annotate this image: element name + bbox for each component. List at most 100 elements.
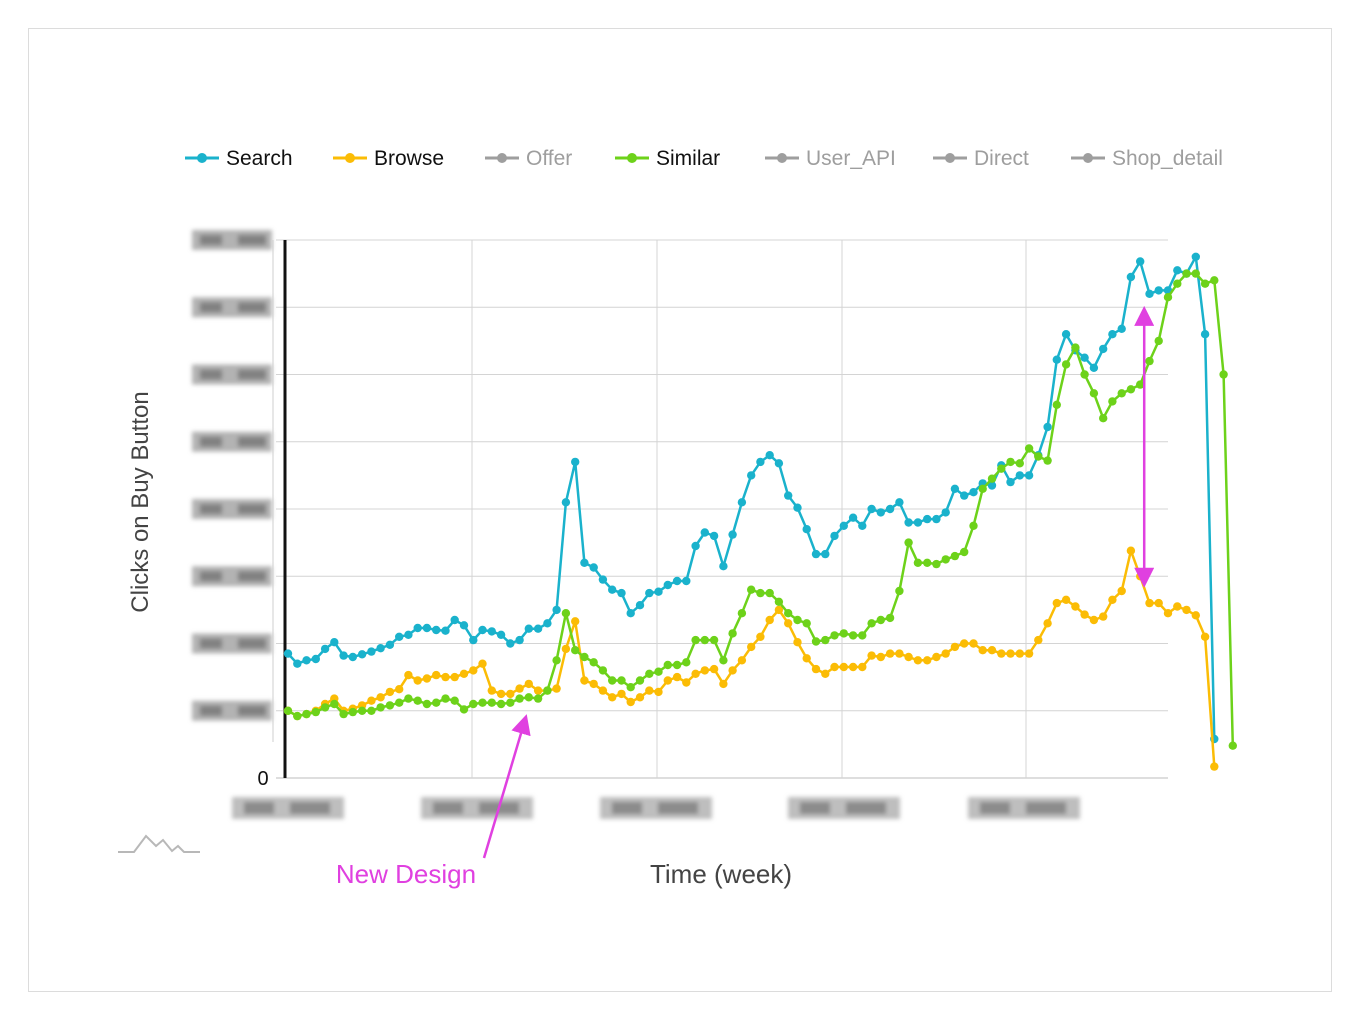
redaction-block bbox=[244, 802, 274, 814]
data-point-search bbox=[608, 585, 617, 594]
legend-item-similar: Similar bbox=[615, 147, 720, 170]
redaction-block bbox=[980, 802, 1010, 814]
data-point-similar bbox=[1126, 385, 1136, 394]
data-point-browse bbox=[626, 697, 635, 707]
data-point-browse bbox=[645, 686, 654, 695]
redaction-block bbox=[658, 802, 698, 814]
legend-label: User_API bbox=[806, 147, 896, 170]
data-point-search bbox=[682, 576, 691, 586]
data-point-browse bbox=[367, 696, 376, 705]
data-point-browse bbox=[469, 666, 478, 675]
redaction-block bbox=[238, 235, 266, 245]
mountain-logo-icon bbox=[118, 834, 200, 853]
data-point-browse bbox=[793, 638, 802, 647]
data-point-similar bbox=[839, 629, 848, 638]
redaction-block bbox=[238, 504, 266, 514]
axes bbox=[272, 240, 287, 778]
data-point-search bbox=[506, 639, 515, 648]
data-point-search bbox=[626, 609, 635, 618]
data-point-search bbox=[1061, 330, 1071, 339]
data-point-search bbox=[709, 531, 719, 541]
data-point-search bbox=[441, 626, 450, 635]
data-point-search bbox=[404, 630, 413, 639]
data-point-search bbox=[691, 541, 700, 551]
data-point-similar bbox=[645, 669, 654, 678]
x-tick-label-redacted bbox=[600, 797, 712, 819]
data-point-similar bbox=[487, 698, 496, 707]
data-point-similar bbox=[1099, 414, 1108, 423]
data-point-similar bbox=[1015, 459, 1024, 468]
data-point-browse bbox=[821, 669, 830, 678]
data-point-similar bbox=[478, 698, 487, 707]
data-point-search bbox=[487, 627, 496, 636]
data-point-search bbox=[1126, 272, 1136, 282]
data-point-search bbox=[719, 562, 728, 571]
data-point-similar bbox=[450, 696, 459, 705]
data-point-browse bbox=[923, 656, 932, 665]
data-point-browse bbox=[839, 662, 848, 672]
data-point-browse bbox=[830, 662, 839, 672]
data-point-browse bbox=[802, 654, 811, 663]
data-point-search bbox=[747, 471, 756, 480]
data-point-browse bbox=[561, 644, 571, 654]
legend: Search Browse Offer Similar User_API Direct Sh… bbox=[185, 147, 1223, 170]
data-point-browse bbox=[1015, 649, 1024, 658]
data-point-search bbox=[802, 525, 811, 534]
data-point-browse bbox=[654, 687, 663, 697]
data-point-similar bbox=[635, 676, 645, 685]
data-point-search bbox=[1173, 266, 1182, 275]
data-point-search bbox=[395, 632, 404, 641]
data-point-similar bbox=[413, 696, 422, 705]
data-point-browse bbox=[1191, 611, 1201, 620]
data-point-search bbox=[357, 650, 367, 659]
data-point-similar bbox=[728, 629, 737, 638]
data-point-similar bbox=[367, 706, 376, 715]
series-line-similar bbox=[287, 272, 1235, 746]
data-point-similar bbox=[283, 706, 293, 715]
data-point-similar bbox=[469, 699, 478, 709]
data-point-browse bbox=[459, 669, 469, 678]
data-point-similar bbox=[580, 652, 589, 662]
data-point-search bbox=[1089, 363, 1099, 372]
data-point-similar bbox=[747, 585, 756, 594]
data-point-similar bbox=[858, 631, 867, 640]
data-point-similar bbox=[987, 474, 997, 483]
data-point-similar bbox=[589, 658, 598, 667]
data-point-similar bbox=[1024, 444, 1034, 453]
data-point-similar bbox=[533, 694, 543, 703]
data-point-browse bbox=[1173, 602, 1182, 611]
data-point-search bbox=[839, 521, 848, 530]
data-point-browse bbox=[1024, 649, 1034, 658]
data-point-search bbox=[728, 530, 737, 539]
y-axis-zero-label: 0 bbox=[257, 768, 268, 790]
data-point-browse bbox=[672, 672, 682, 682]
data-point-search bbox=[385, 640, 395, 649]
data-point-browse bbox=[441, 672, 450, 682]
data-point-similar bbox=[960, 547, 969, 557]
data-point-search bbox=[1191, 252, 1201, 261]
data-point-browse bbox=[385, 687, 395, 697]
redaction-block bbox=[238, 571, 266, 582]
series-similar bbox=[283, 269, 1238, 750]
data-point-browse bbox=[987, 646, 997, 655]
data-point-search bbox=[293, 659, 302, 668]
legend-marker bbox=[945, 153, 955, 163]
data-point-search bbox=[302, 656, 311, 665]
data-point-search bbox=[969, 488, 978, 497]
data-point-similar bbox=[459, 705, 469, 714]
redaction-block bbox=[200, 235, 222, 245]
data-point-similar bbox=[506, 698, 515, 707]
data-point-search bbox=[450, 615, 459, 625]
data-point-similar bbox=[1210, 276, 1219, 285]
data-point-similar bbox=[543, 686, 552, 695]
data-point-search bbox=[617, 588, 626, 598]
x-tick-label-redacted bbox=[232, 797, 344, 819]
data-point-browse bbox=[895, 649, 904, 658]
data-point-browse bbox=[580, 676, 589, 685]
data-point-similar bbox=[830, 631, 839, 640]
data-point-search bbox=[348, 652, 357, 662]
data-point-similar bbox=[682, 658, 691, 667]
legend-item-browse: Browse bbox=[333, 147, 444, 170]
data-point-similar bbox=[311, 707, 320, 717]
data-point-similar bbox=[571, 646, 580, 655]
